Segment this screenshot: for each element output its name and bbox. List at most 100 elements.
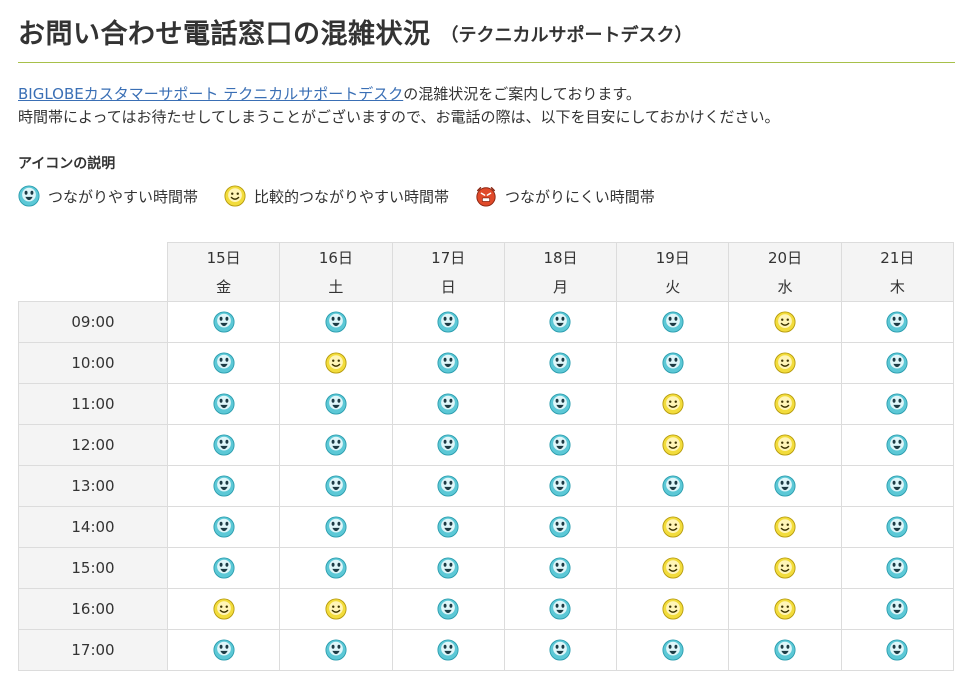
easy-face-icon [213, 311, 235, 333]
busy-face-icon [476, 187, 496, 207]
status-cell [391, 424, 505, 466]
support-desk-link[interactable]: BIGLOBEカスタマーサポート テクニカルサポートデスク [18, 85, 404, 103]
easy-face-icon [437, 352, 459, 374]
status-cell [616, 588, 730, 630]
fair-face-icon [774, 352, 796, 374]
easy-face-icon [886, 557, 908, 579]
status-cell [728, 547, 842, 589]
status-cell [279, 506, 393, 548]
status-cell [279, 547, 393, 589]
time-slot-label: 14:00 [18, 506, 168, 548]
fair-face-icon [662, 557, 684, 579]
status-cell [728, 424, 842, 466]
status-cell [391, 547, 505, 589]
easy-face-icon [549, 639, 572, 661]
easy-face-icon [325, 516, 347, 538]
table-row: 10:00 [18, 342, 955, 384]
easy-face-icon [437, 393, 459, 415]
easy-face-icon [886, 311, 908, 333]
status-cell [728, 465, 842, 507]
table-row: 11:00 [18, 383, 955, 425]
time-slot-label: 12:00 [18, 424, 168, 466]
page-subtitle: （テクニカルサポートデスク） [440, 25, 693, 46]
status-cell [840, 424, 955, 466]
fair-face-icon [325, 598, 347, 620]
status-cell [279, 629, 393, 671]
date-header: 18日 [503, 242, 618, 272]
easy-face-icon [325, 393, 347, 415]
easy-face-icon [886, 598, 908, 620]
easy-face-icon [325, 557, 347, 579]
status-cell [840, 301, 955, 343]
date-header: 19日 [616, 242, 730, 272]
fair-face-icon [662, 598, 684, 620]
congestion-table: 15日 16日 17日 18日 19日 20日 21日 金土日月火水木 09:00 10:00… [18, 242, 955, 671]
status-cell [616, 383, 730, 425]
status-cell [166, 547, 281, 589]
status-cell [840, 465, 955, 507]
easy-face-icon [886, 393, 908, 415]
status-cell [728, 629, 842, 671]
easy-face-icon [886, 475, 908, 497]
easy-face-icon [437, 475, 459, 497]
status-cell [503, 629, 618, 671]
easy-face-icon [549, 434, 572, 456]
status-cell [840, 506, 955, 548]
easy-face-icon [213, 639, 235, 661]
status-cell [616, 301, 730, 343]
status-cell [503, 465, 618, 507]
table-row: 09:00 [18, 301, 955, 343]
date-header: 16日 [279, 242, 393, 272]
status-cell [279, 342, 393, 384]
fair-face-icon [774, 516, 796, 538]
table-corner [18, 242, 168, 302]
legend-item: つながりやすい時間帯 [18, 185, 198, 207]
status-cell [616, 629, 730, 671]
easy-face-icon [325, 434, 347, 456]
table-row: 15:00 [18, 547, 955, 589]
status-cell [616, 547, 730, 589]
status-cell [166, 629, 281, 671]
legend-label: つながりにくい時間帯 [505, 187, 655, 206]
easy-face-icon [18, 185, 40, 207]
easy-face-icon [549, 598, 572, 620]
status-cell [279, 588, 393, 630]
fair-face-icon [774, 311, 796, 333]
easy-face-icon [662, 639, 684, 661]
status-cell [166, 383, 281, 425]
easy-face-icon [774, 475, 796, 497]
fair-face-icon [774, 434, 796, 456]
easy-face-icon [662, 311, 684, 333]
weekday-header: 日 [391, 272, 505, 302]
time-slot-label: 11:00 [18, 383, 168, 425]
status-cell [166, 301, 281, 343]
legend-item: つながりにくい時間帯 [475, 185, 655, 207]
table-row: 14:00 [18, 506, 955, 548]
intro-line-2: 時間帯によってはお待たせしてしまうことがございますので、お電話の際は、以下を目安… [18, 108, 780, 126]
status-cell [503, 301, 618, 343]
status-cell [728, 506, 842, 548]
schedule-body: 09:00 10:00 11:00 12:00 13:00 14:00 15:00 16:00… [18, 301, 955, 671]
easy-face-icon [437, 434, 459, 456]
easy-face-icon [549, 475, 572, 497]
table-row: 16:00 [18, 588, 955, 630]
intro-line-1: BIGLOBEカスタマーサポート テクニカルサポートデスクの混雑状況をご案内して… [18, 83, 955, 106]
status-cell [728, 301, 842, 343]
status-cell [166, 506, 281, 548]
status-cell [503, 424, 618, 466]
date-header: 17日 [391, 242, 505, 272]
intro-text: BIGLOBEカスタマーサポート テクニカルサポートデスクの混雑状況をご案内して… [18, 83, 955, 129]
status-cell [728, 342, 842, 384]
easy-face-icon [213, 516, 235, 538]
easy-face-icon [886, 639, 908, 661]
status-cell [391, 301, 505, 343]
status-cell [166, 465, 281, 507]
status-cell [503, 547, 618, 589]
date-header-row: 15日 16日 17日 18日 19日 20日 21日 [18, 242, 955, 302]
fair-face-icon [213, 598, 235, 620]
status-cell [391, 629, 505, 671]
time-slot-label: 15:00 [18, 547, 168, 589]
time-slot-label: 16:00 [18, 588, 168, 630]
easy-face-icon [886, 516, 908, 538]
